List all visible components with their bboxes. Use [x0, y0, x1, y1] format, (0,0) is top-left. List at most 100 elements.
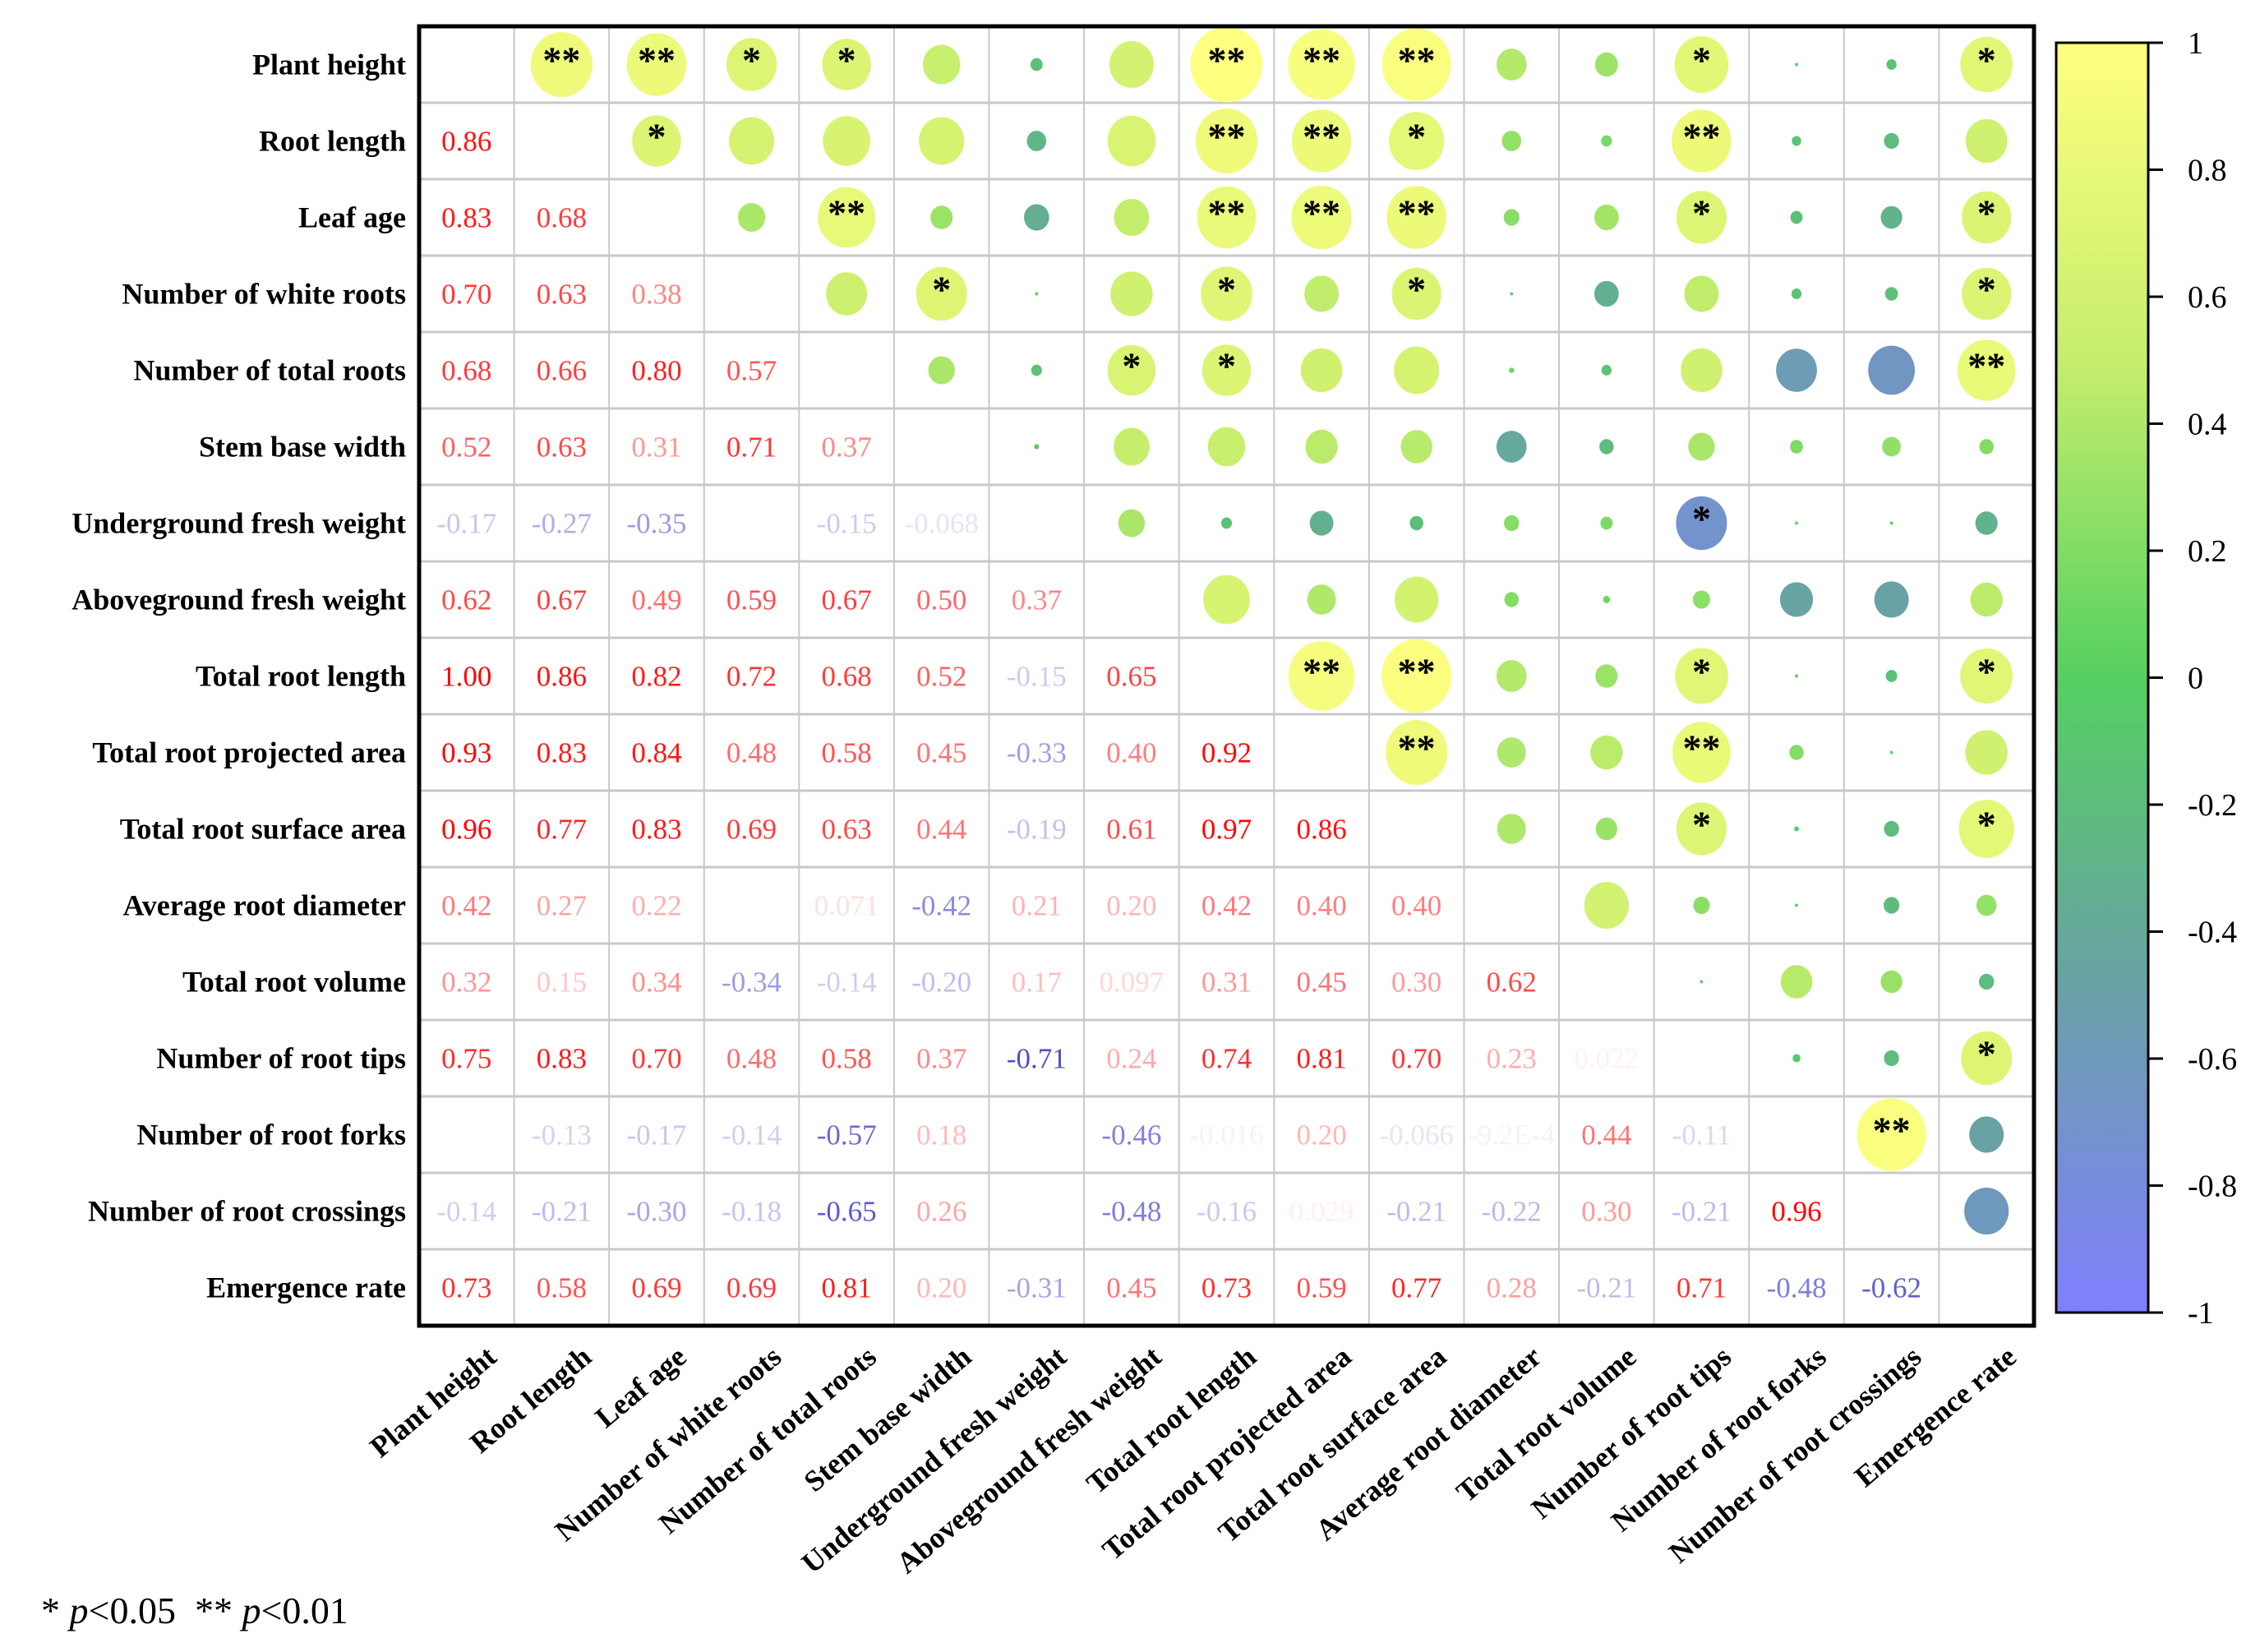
correlation-circle — [1288, 641, 1355, 711]
correlation-value: 0.86 — [537, 661, 587, 693]
correlation-circle — [1195, 108, 1258, 174]
correlation-value: 0.45 — [1296, 967, 1346, 999]
row-label: Aboveground fresh weight — [71, 584, 406, 616]
correlation-circle — [1676, 496, 1727, 551]
correlation-value: 0.75 — [441, 1043, 491, 1075]
significance-mark: ** — [1682, 116, 1720, 158]
correlation-value: 0.83 — [631, 814, 681, 846]
correlation-circle — [1110, 271, 1153, 316]
correlation-circle — [1584, 881, 1629, 930]
correlation-value: -0.14 — [436, 1196, 496, 1228]
significance-mark: ** — [542, 39, 580, 81]
colorbar-tick-label: 0.6 — [2188, 280, 2227, 315]
correlation-circle — [1889, 521, 1893, 525]
correlation-value: -0.31 — [1007, 1272, 1067, 1304]
correlation-circle — [1976, 894, 1997, 916]
correlation-circle — [928, 356, 955, 385]
correlation-circle — [1790, 210, 1803, 224]
colorbar-tick-label: 0 — [2188, 662, 2203, 696]
correlation-value: -0.19 — [1007, 814, 1067, 846]
correlation-value: -0.066 — [1379, 1119, 1453, 1151]
correlation-circle — [1381, 28, 1451, 101]
correlation-circle — [1595, 817, 1617, 841]
significance-mark: ** — [1208, 192, 1246, 234]
correlation-circle — [1114, 427, 1150, 466]
correlation-circle — [1792, 1054, 1801, 1063]
correlation-value: 0.97 — [1201, 814, 1252, 846]
correlation-value: 0.37 — [1012, 584, 1062, 616]
significance-mark: ** — [638, 39, 676, 81]
significance-mark: * — [1977, 192, 1996, 234]
correlation-value: -0.21 — [532, 1196, 592, 1228]
correlation-circle — [1965, 118, 2008, 164]
correlation-value: 0.28 — [1487, 1272, 1537, 1304]
correlation-circle — [1291, 185, 1352, 250]
correlation-value: 0.27 — [537, 890, 587, 922]
correlation-value: 0.58 — [537, 1272, 587, 1304]
correlation-value: 0.68 — [537, 202, 587, 234]
correlation-value: 0.83 — [537, 1043, 587, 1075]
correlation-circle — [1688, 432, 1715, 461]
correlation-value: 0.63 — [537, 279, 587, 311]
correlation-circle — [1780, 965, 1813, 999]
correlation-circle — [729, 117, 775, 165]
correlation-value: 0.37 — [822, 431, 872, 464]
correlation-circle — [1026, 131, 1047, 151]
correlation-value: -0.65 — [817, 1196, 877, 1228]
significance-mark: * — [1977, 804, 1996, 846]
correlation-value: -0.18 — [722, 1196, 782, 1228]
significance-legend: * p<0.05 ** p<0.01 — [41, 1590, 348, 1631]
correlation-circle — [822, 39, 871, 90]
correlation-circle — [1789, 745, 1804, 760]
correlation-circle — [1856, 1098, 1926, 1171]
correlation-circle — [1497, 737, 1526, 768]
correlation-value: 0.20 — [916, 1272, 966, 1304]
correlation-value: -0.21 — [1386, 1196, 1446, 1228]
correlation-circle — [1700, 980, 1704, 984]
correlation-value: 0.69 — [726, 1272, 777, 1304]
correlation-circle — [1791, 288, 1802, 299]
significance-mark: ** — [1967, 345, 2005, 387]
significance-mark: * — [1977, 39, 1996, 81]
row-label: Root length — [259, 125, 406, 158]
significance-mark: * — [1217, 269, 1236, 311]
correlation-circle — [1389, 112, 1445, 170]
correlation-circle — [1795, 521, 1798, 525]
correlation-value: -0.42 — [911, 890, 971, 922]
significance-mark: ** — [1398, 727, 1436, 769]
correlation-circle — [1107, 344, 1156, 396]
correlation-circle — [1672, 722, 1731, 783]
correlation-value: 0.17 — [1012, 967, 1062, 999]
correlation-value: 0.59 — [726, 584, 777, 616]
correlation-value: 0.67 — [537, 584, 587, 616]
row-label: Leaf age — [298, 201, 406, 234]
significance-mark: * — [932, 269, 951, 311]
correlation-value: 0.32 — [441, 967, 491, 999]
significance-mark: ** — [828, 192, 865, 234]
correlation-value: 0.23 — [1487, 1043, 1537, 1075]
correlation-value: 0.83 — [441, 202, 491, 234]
correlation-value: -0.71 — [1007, 1043, 1067, 1075]
significance-mark: * — [1407, 116, 1426, 158]
correlation-value: -0.22 — [1482, 1196, 1542, 1228]
correlation-circle — [1291, 109, 1352, 173]
correlation-value: 0.92 — [1201, 737, 1252, 769]
correlation-circle — [1599, 439, 1614, 455]
colorbar-tick-label: -0.4 — [2188, 916, 2237, 950]
correlation-value: 0.097 — [1100, 967, 1165, 999]
correlation-circle — [1601, 365, 1612, 376]
correlation-circle — [1790, 440, 1803, 454]
correlation-circle — [1603, 596, 1611, 603]
significance-mark: * — [1977, 1033, 1996, 1075]
correlation-circle — [1394, 346, 1440, 395]
correlation-value: -0.16 — [1197, 1196, 1257, 1228]
correlation-circle — [1386, 719, 1448, 786]
significance-mark: * — [1692, 804, 1711, 846]
correlation-value: 0.61 — [1106, 814, 1156, 846]
colorbar-tick-label: 1 — [2188, 26, 2203, 61]
correlation-value: 0.86 — [1296, 814, 1346, 846]
correlation-value: 0.73 — [441, 1272, 491, 1304]
correlation-value: 0.70 — [1391, 1043, 1441, 1075]
correlation-value: 0.62 — [1487, 967, 1537, 999]
correlation-value: -0.068 — [905, 508, 979, 540]
